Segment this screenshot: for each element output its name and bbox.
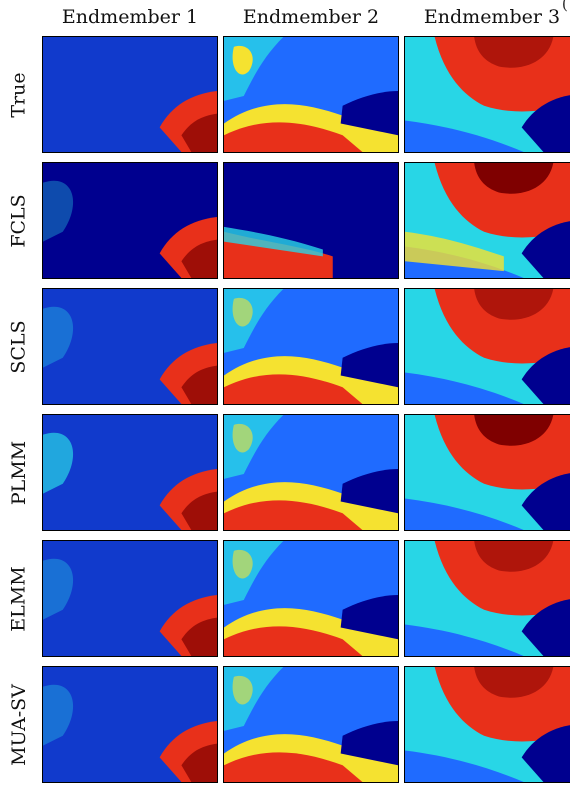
abundance-map-elmm-endmember-2	[223, 540, 399, 657]
abundance-map-plmm-endmember-1	[42, 414, 218, 531]
abundance-heatmap	[405, 163, 570, 278]
abundance-heatmap	[405, 541, 570, 656]
abundance-map-mua-sv-endmember-3	[404, 666, 570, 783]
abundance-map-fcls-endmember-1	[42, 162, 218, 279]
row-label-text: FCLS	[8, 194, 31, 248]
abundance-heatmap	[43, 37, 217, 152]
row-label-plmm: PLMM	[2, 414, 36, 532]
row-label-true: True	[2, 36, 36, 154]
abundance-heatmap	[224, 289, 398, 404]
row-label-mua-sv: MUA-SV	[2, 666, 36, 784]
row-label-text: MUA-SV	[8, 684, 31, 766]
abundance-map-elmm-endmember-1	[42, 540, 218, 657]
abundance-heatmap	[224, 163, 398, 278]
abundance-heatmap	[405, 415, 570, 530]
abundance-heatmap	[405, 667, 570, 782]
abundance-heatmap	[43, 541, 217, 656]
abundance-heatmap	[405, 289, 570, 404]
abundance-heatmap	[43, 415, 217, 530]
abundance-map-elmm-endmember-3	[404, 540, 570, 657]
abundance-map-true-endmember-3	[404, 36, 570, 153]
abundance-map-true-endmember-1	[42, 36, 218, 153]
abundance-map-true-endmember-2	[223, 36, 399, 153]
abundance-map-plmm-endmember-3	[404, 414, 570, 531]
abundance-map-fcls-endmember-3	[404, 162, 570, 279]
corner-mark: (	[561, 0, 568, 13]
abundance-map-scls-endmember-3	[404, 288, 570, 405]
abundance-heatmap	[43, 667, 217, 782]
abundance-heatmap	[43, 289, 217, 404]
abundance-heatmap	[224, 667, 398, 782]
column-header-endmember-3: Endmember 3	[423, 6, 561, 28]
row-label-scls: SCLS	[2, 288, 36, 406]
column-header-endmember-2: Endmember 2	[242, 6, 380, 28]
abundance-map-mua-sv-endmember-1	[42, 666, 218, 783]
abundance-heatmap	[224, 541, 398, 656]
row-label-fcls: FCLS	[2, 162, 36, 280]
abundance-map-scls-endmember-1	[42, 288, 218, 405]
row-label-text: SCLS	[8, 320, 30, 374]
column-header-endmember-1: Endmember 1	[61, 6, 199, 28]
abundance-heatmap	[224, 415, 398, 530]
row-label-text: ELMM	[8, 566, 30, 632]
abundance-map-fcls-endmember-2	[223, 162, 399, 279]
abundance-map-plmm-endmember-2	[223, 414, 399, 531]
abundance-map-mua-sv-endmember-2	[223, 666, 399, 783]
row-label-elmm: ELMM	[2, 540, 36, 658]
abundance-map-scls-endmember-2	[223, 288, 399, 405]
abundance-heatmap	[224, 37, 398, 152]
row-label-text: True	[8, 72, 30, 118]
abundance-heatmap	[43, 163, 217, 278]
row-label-text: PLMM	[8, 440, 30, 506]
abundance-heatmap	[405, 37, 570, 152]
